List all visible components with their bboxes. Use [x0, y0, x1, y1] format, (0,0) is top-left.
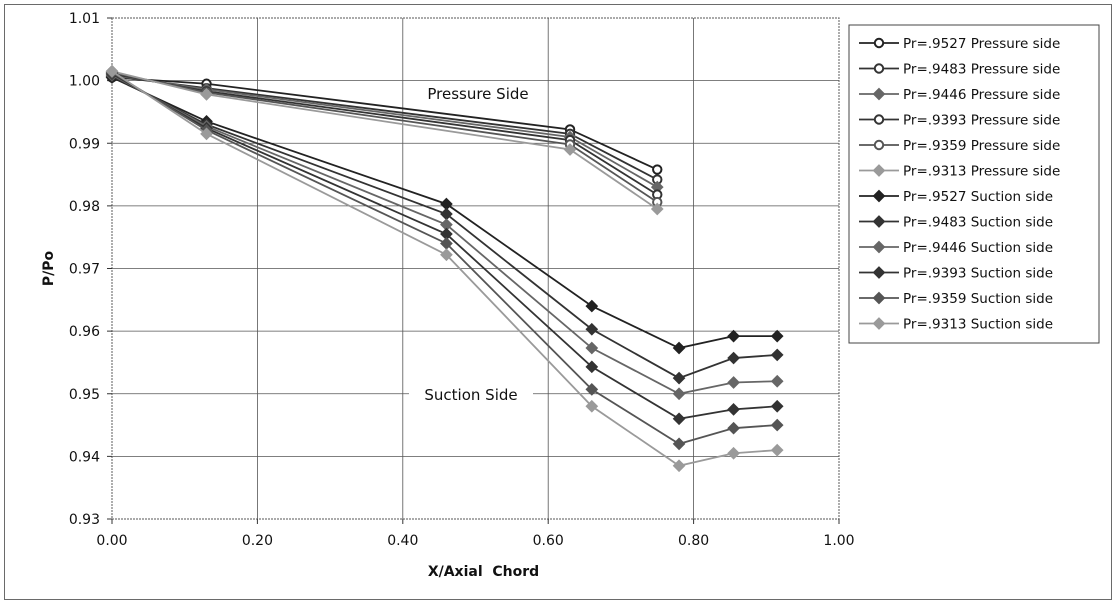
legend-entry: Pr=.9393 Suction side	[859, 266, 1053, 282]
legend-swatch-marker	[872, 266, 886, 279]
legend-entry: Pr=.9313 Pressure side	[859, 164, 1060, 180]
series-line	[111, 76, 658, 171]
legend-label: Pr=.9359 Pressure side	[903, 138, 1060, 154]
legend-label: Pr=.9313 Pressure side	[903, 164, 1060, 180]
annotation-label: Suction Side	[424, 386, 517, 404]
legend-swatch-marker	[873, 37, 885, 49]
legend-label: Pr=.9527 Suction side	[903, 189, 1053, 205]
legend-swatch-marker	[873, 139, 885, 151]
legend-swatch-marker	[872, 291, 886, 305]
legend-label: Pr=.9446 Pressure side	[903, 87, 1060, 103]
x-tick-label: 0.40	[387, 533, 418, 549]
y-axis-title: P/Po	[41, 250, 57, 286]
x-tick-label: 0.20	[242, 533, 273, 549]
series-point	[727, 403, 740, 416]
series-point	[727, 351, 740, 365]
series-point	[585, 299, 599, 313]
series-point	[672, 341, 686, 355]
legend-swatch-marker	[872, 189, 886, 203]
legend-label: Pr=.9483 Pressure side	[903, 62, 1060, 78]
legend-entry: Pr=.9393 Pressure side	[859, 113, 1060, 129]
series-point	[652, 164, 663, 175]
legend-label: Pr=.9393 Pressure side	[903, 113, 1060, 129]
y-tick-label: 0.98	[69, 199, 100, 215]
legend-entry: Pr=.9359 Pressure side	[859, 138, 1060, 154]
legend-swatch-marker	[872, 215, 886, 228]
legend-label: Pr=.9483 Suction side	[903, 215, 1053, 231]
series-7	[105, 69, 784, 385]
series-point	[770, 418, 784, 432]
series-point	[585, 322, 599, 336]
legend-label: Pr=.9446 Suction side	[903, 240, 1053, 256]
legend-swatch-marker	[872, 87, 886, 101]
series-point	[727, 376, 740, 389]
series-point	[770, 348, 784, 362]
annotation-bg	[409, 384, 533, 406]
series-line	[111, 70, 658, 210]
annotation-label: Pressure Side	[427, 85, 528, 103]
legend-entry: Pr=.9483 Suction side	[859, 215, 1053, 231]
legend-entry: Pr=.9313 Suction side	[859, 317, 1053, 333]
y-tick-label: 0.94	[69, 449, 100, 465]
series-point	[770, 443, 784, 457]
legend-box	[848, 24, 1100, 344]
series-point	[440, 248, 453, 262]
legend-entry: Pr=.9359 Suction side	[859, 291, 1053, 307]
series-point	[672, 412, 686, 426]
legend-entry: Pr=.9446 Pressure side	[859, 87, 1060, 103]
x-tick-label: 1.00	[823, 533, 854, 549]
y-tick-label: 0.93	[69, 512, 100, 528]
series-point	[585, 341, 599, 355]
x-tick-label: 0.80	[678, 533, 709, 549]
series-point	[563, 143, 577, 156]
series-point	[650, 202, 664, 216]
series-point	[727, 446, 740, 460]
series-point	[672, 387, 686, 401]
legend-entry: Pr=.9446 Suction side	[859, 240, 1053, 256]
x-tick-label: 0.60	[533, 533, 564, 549]
series-point	[727, 329, 740, 343]
series-point	[105, 64, 119, 78]
series-point	[770, 399, 784, 413]
y-tick-label: 0.99	[69, 136, 100, 152]
y-tick-label: 0.96	[69, 324, 100, 340]
series-point	[672, 459, 686, 473]
series-point	[585, 383, 599, 396]
legend-label: Pr=.9359 Suction side	[903, 291, 1053, 307]
legend-swatch-marker	[872, 317, 886, 330]
series-point	[727, 421, 740, 435]
y-tick-label: 1.00	[69, 74, 100, 90]
legend-label: Pr=.9527 Pressure side	[903, 36, 1060, 52]
x-axis-title: X/Axial Chord	[428, 564, 539, 580]
chart-frame: 0.93 0.94 0.95 0.96 0.97 0.98 0.99 1.00 1.01 0.00…	[4, 4, 1112, 600]
series-point	[770, 329, 784, 343]
legend-entry: Pr=.9527 Suction side	[859, 189, 1053, 205]
pressure-ratio-chart: 0.93 0.94 0.95 0.96 0.97 0.98 0.99 1.00 1.01 0.00…	[41, 11, 1100, 580]
y-tick-label: 0.97	[69, 262, 100, 278]
legend-entry: Pr=.9527 Pressure side	[859, 36, 1060, 52]
y-tick-label: 1.01	[69, 11, 100, 27]
x-tick-label: 0.00	[96, 533, 127, 549]
legend-swatch-marker	[873, 63, 885, 74]
series-point	[585, 360, 599, 374]
legend-label: Pr=.9313 Suction side	[903, 317, 1053, 333]
annotation-bg	[416, 83, 540, 105]
y-tick-label: 0.95	[69, 387, 100, 403]
series-point	[672, 437, 686, 451]
legend-swatch-marker	[872, 164, 886, 177]
series-point	[770, 374, 784, 388]
legend-entry: Pr=.9483 Pressure side	[859, 62, 1060, 78]
series-point	[200, 127, 213, 141]
series-point	[200, 88, 213, 101]
series-point	[585, 399, 599, 413]
legend-label: Pr=.9393 Suction side	[903, 266, 1053, 282]
series-11	[105, 64, 784, 473]
legend-swatch-marker	[873, 114, 885, 125]
legend-swatch-marker	[872, 240, 886, 254]
series-point	[672, 371, 686, 385]
